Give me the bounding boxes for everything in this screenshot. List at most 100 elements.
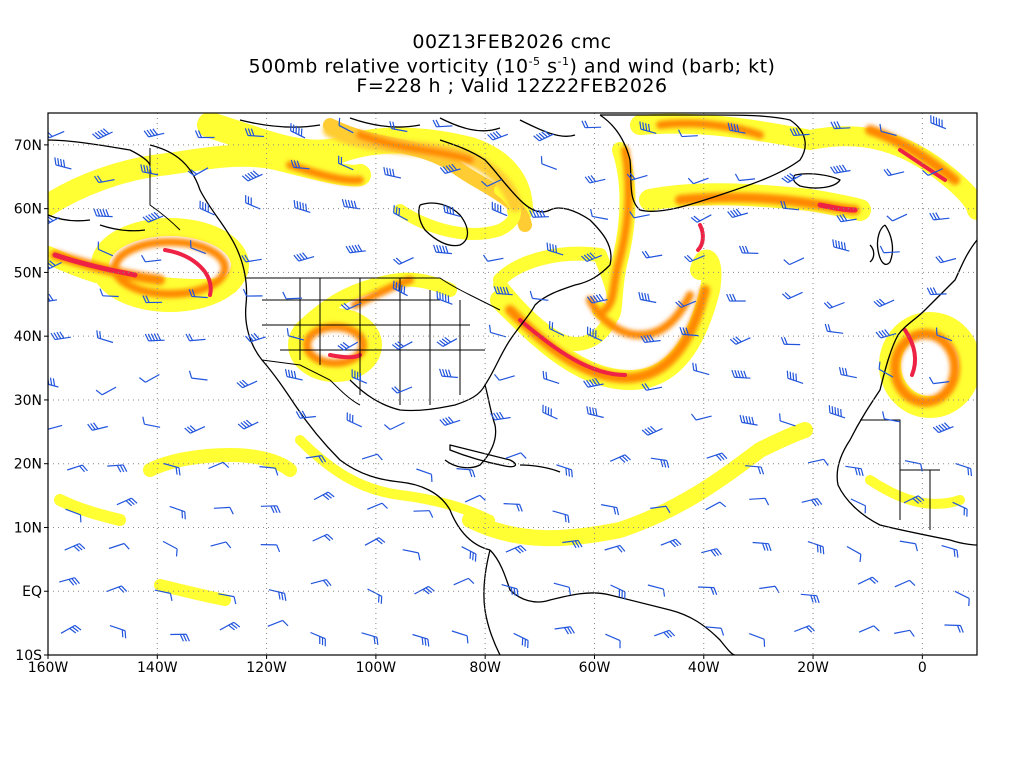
wind-barb — [48, 260, 62, 271]
wind-barb — [639, 121, 657, 134]
wind-barb — [554, 626, 575, 635]
wind-barb — [894, 579, 916, 588]
vorticity-peaks — [52, 148, 947, 377]
wind-barb — [416, 468, 433, 483]
coast-south-america-west — [483, 549, 501, 655]
title-exponent-1: -5 — [528, 55, 541, 68]
wind-barb — [393, 257, 414, 265]
border-us-canada — [245, 277, 501, 311]
wind-barb — [383, 421, 405, 431]
wind-barb — [941, 545, 959, 558]
wind-barb — [697, 586, 718, 595]
wind-barb — [210, 541, 232, 549]
wind-barb — [144, 333, 165, 342]
wind-barb — [245, 332, 266, 343]
wind-barb — [50, 331, 71, 341]
x-tick-label: 80W — [469, 660, 501, 676]
title-line-valid-time: F=228 h ; Valid 12Z22FEB2026 — [356, 75, 668, 98]
wind-barb — [801, 497, 823, 507]
wind-barb — [540, 156, 558, 170]
wind-barb — [832, 239, 850, 252]
wind-barb — [413, 510, 434, 518]
axis-ticks — [44, 144, 923, 659]
wind-barb — [488, 324, 507, 338]
wind-barb — [95, 386, 117, 396]
wind-barb — [237, 419, 259, 430]
wind-barb — [367, 588, 383, 604]
coast-gulf-mexico — [349, 379, 497, 469]
wind-barb — [456, 468, 476, 478]
wind-barb — [236, 379, 258, 389]
wind-barb — [845, 465, 864, 477]
wind-barb — [48, 424, 63, 431]
title-field-prefix: 500mb relative vorticity (10 — [248, 55, 529, 78]
wind-barb — [108, 542, 130, 550]
vort-peak-greenland — [696, 223, 705, 252]
wind-barb — [932, 422, 954, 434]
wind-barb — [660, 538, 682, 548]
wind-barb — [451, 630, 469, 644]
wind-barb — [738, 245, 759, 254]
wind-barb — [170, 633, 190, 642]
wind-barb — [581, 120, 602, 129]
wind-barb — [184, 425, 206, 434]
wind-barb — [293, 252, 315, 262]
wind-barb — [626, 172, 648, 181]
wind-barb — [780, 200, 799, 211]
vort-core-north-atlantic — [656, 119, 764, 139]
wind-barb — [586, 326, 603, 342]
wind-barb — [338, 155, 354, 171]
wind-barb — [600, 504, 620, 516]
wind-barb — [684, 254, 705, 263]
wind-barb — [828, 405, 846, 419]
wind-barb — [830, 121, 851, 130]
wind-barb — [364, 537, 386, 546]
wind-barb — [610, 584, 626, 600]
wind-barb — [778, 413, 796, 427]
wind-barb — [705, 626, 725, 636]
wind-barb — [533, 130, 555, 142]
wind-barb — [641, 383, 663, 391]
wind-barb — [259, 466, 279, 476]
vort-peak-mid-atlantic — [518, 318, 627, 377]
wind-barb — [87, 422, 108, 431]
wind-barb — [586, 293, 608, 304]
wind-barb — [650, 457, 670, 468]
wind-barb — [690, 413, 712, 421]
wind-barb — [284, 368, 303, 381]
wind-barb — [464, 494, 486, 503]
wind-barb — [312, 533, 334, 542]
wind-barb — [208, 461, 230, 470]
wind-barb — [734, 173, 756, 182]
wind-barb — [640, 334, 661, 344]
wind-barb — [501, 584, 519, 597]
wind-barb — [935, 327, 953, 342]
wind-barb — [782, 291, 803, 300]
wind-barb — [556, 464, 573, 478]
wind-barb — [922, 168, 943, 177]
wind-barb — [610, 454, 631, 463]
wind-barb — [823, 301, 845, 309]
wind-barb — [726, 293, 746, 302]
wind-barb — [310, 579, 332, 587]
wind-barb — [629, 211, 650, 219]
wind-barb — [245, 195, 261, 210]
wind-barb — [346, 412, 362, 428]
wind-barb — [858, 625, 880, 633]
wind-barb — [383, 166, 402, 179]
wind-barb — [780, 336, 801, 346]
wind-barb — [789, 127, 810, 137]
coast-canada-east — [439, 139, 612, 266]
wind-barb — [361, 453, 383, 461]
wind-barb — [305, 455, 327, 463]
wind-barb — [586, 406, 604, 419]
wind-barb — [290, 159, 310, 170]
wind-barb — [705, 501, 727, 511]
vort-core-canada-inner — [356, 131, 474, 164]
wind-barb — [389, 121, 408, 133]
wind-barb — [800, 593, 820, 604]
wind-barb — [244, 128, 264, 138]
wind-barb — [59, 577, 80, 586]
coast-europe-west — [897, 239, 977, 336]
coast-cuba — [449, 444, 517, 468]
